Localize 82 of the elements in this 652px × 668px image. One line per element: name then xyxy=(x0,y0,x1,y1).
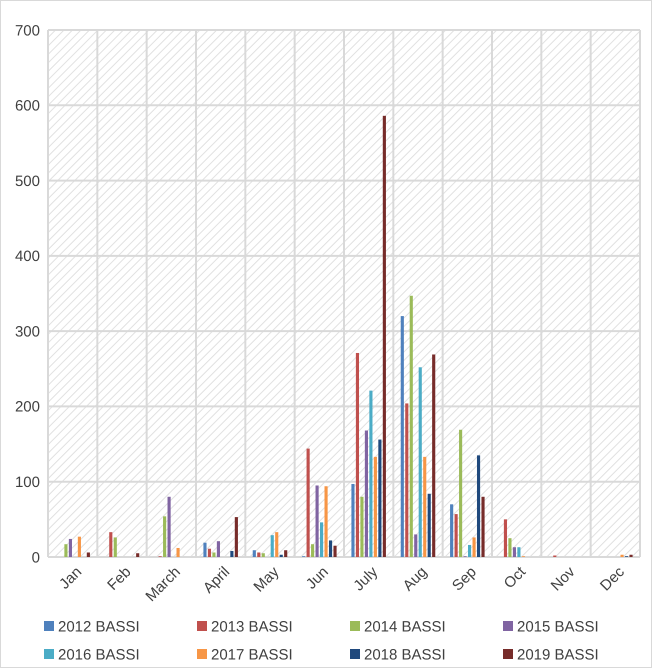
bar xyxy=(64,544,68,557)
bar xyxy=(109,532,112,557)
bar xyxy=(356,352,360,557)
bar xyxy=(508,538,512,557)
bar xyxy=(504,519,508,557)
bar xyxy=(216,541,220,557)
bar xyxy=(476,455,480,557)
bar xyxy=(512,547,516,557)
bar xyxy=(328,540,332,557)
bar xyxy=(163,516,166,557)
bar xyxy=(252,550,256,557)
x-tick-label: Feb xyxy=(104,564,135,594)
bar xyxy=(405,403,408,557)
legend-label: 2017 BASSI xyxy=(211,646,293,664)
bar xyxy=(316,485,319,557)
bar xyxy=(432,354,436,557)
x-tick-label: Jun xyxy=(302,564,332,593)
y-tick-label: 700 xyxy=(14,22,40,40)
bar xyxy=(382,116,386,557)
y-tick-label: 600 xyxy=(14,98,40,115)
y-tick-label: 200 xyxy=(14,398,40,416)
legend-label: 2018 BASSI xyxy=(364,646,446,664)
bar xyxy=(410,296,413,557)
bar xyxy=(360,496,364,557)
bar xyxy=(306,448,310,557)
legend-label: 2016 BASSI xyxy=(58,646,140,664)
x-tick-label: Sep xyxy=(448,564,480,594)
bar xyxy=(320,522,324,557)
bar xyxy=(275,532,278,557)
x-tick-label: May xyxy=(250,563,283,596)
bar xyxy=(472,537,476,557)
y-tick-label: 300 xyxy=(14,323,40,340)
bar xyxy=(450,504,454,557)
bar xyxy=(517,547,520,557)
bar xyxy=(378,440,382,557)
bar xyxy=(212,552,216,557)
legend-label: 2015 BASSI xyxy=(517,618,599,636)
bar xyxy=(234,517,238,557)
x-tick-label: Oct xyxy=(500,562,530,592)
bar xyxy=(68,538,72,557)
bar xyxy=(203,542,207,557)
x-tick-label: Aug xyxy=(400,564,431,594)
bar xyxy=(114,537,117,557)
legend-label: 2013 BASSI xyxy=(211,618,293,636)
legend-label: 2019 BASSI xyxy=(517,646,599,664)
bar xyxy=(333,546,337,557)
bar xyxy=(364,430,368,557)
bar xyxy=(423,456,426,557)
bar xyxy=(324,486,328,557)
x-tick-label: Jan xyxy=(56,564,86,593)
y-tick-label: 400 xyxy=(14,248,40,266)
bar xyxy=(459,430,462,557)
bar xyxy=(262,553,265,557)
bar xyxy=(418,367,422,557)
bar xyxy=(481,496,485,557)
bar xyxy=(400,316,404,557)
bar xyxy=(468,544,472,557)
x-tick-label: July xyxy=(350,563,382,594)
y-tick-label: 100 xyxy=(14,474,40,491)
bar xyxy=(176,548,180,557)
bar xyxy=(86,552,90,557)
bar xyxy=(454,514,458,557)
bar xyxy=(369,390,372,557)
bar xyxy=(311,544,314,557)
bar xyxy=(168,496,171,557)
y-tick-label: 0 xyxy=(32,549,40,566)
bar xyxy=(374,456,377,557)
bar xyxy=(257,552,260,557)
bar xyxy=(270,535,274,557)
bar xyxy=(208,548,212,557)
legend-label: 2012 BASSI xyxy=(58,618,140,636)
bar xyxy=(284,550,288,557)
bar xyxy=(136,553,140,557)
bar xyxy=(230,550,234,557)
legend-label: 2014 BASSI xyxy=(364,618,446,636)
bar xyxy=(78,536,81,557)
bar xyxy=(414,534,418,557)
y-tick-label: 500 xyxy=(14,172,40,190)
x-tick-label: Dec xyxy=(596,563,628,594)
bar xyxy=(351,484,355,557)
x-tick-label: Nov xyxy=(548,563,579,594)
bar xyxy=(428,494,431,557)
